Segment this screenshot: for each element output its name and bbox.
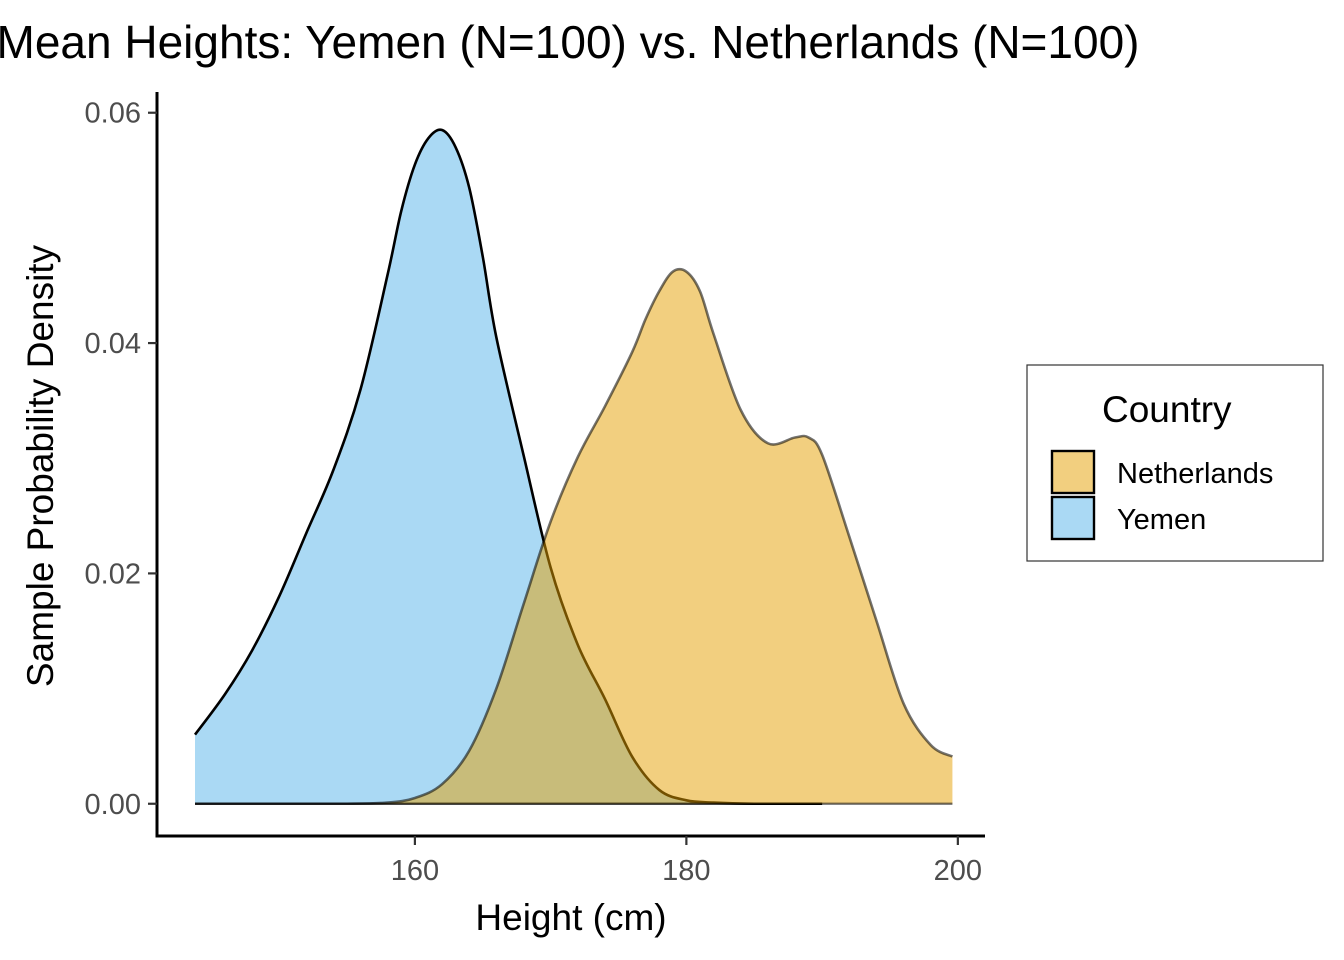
x-tick-label: 160 xyxy=(391,855,439,887)
legend-key-netherlands xyxy=(1050,449,1096,495)
netherlands-density-line xyxy=(195,267,954,806)
legend-label-netherlands: Netherlands xyxy=(1117,458,1273,490)
x-tick-label: 200 xyxy=(934,855,982,887)
x-tick-label: 180 xyxy=(662,855,710,887)
chart-title: Mean Heights: Yemen (N=100) vs. Netherla… xyxy=(0,16,1139,68)
y-tick-label: 0.02 xyxy=(85,558,141,590)
legend: Country Netherlands Yemen xyxy=(1026,364,1324,562)
y-tick-label: 0.00 xyxy=(85,789,141,821)
legend-key-yemen xyxy=(1050,495,1096,541)
y-tick-label: 0.04 xyxy=(85,328,141,360)
axes: 0.00 0.02 0.04 0.06 160 180 200 xyxy=(85,92,985,887)
density-areas xyxy=(193,128,954,806)
legend-title: Country xyxy=(1102,389,1232,430)
yemen-density-area xyxy=(195,129,823,804)
y-axis-title: Sample Probability Density xyxy=(20,244,61,687)
y-tick-label: 0.06 xyxy=(85,98,141,130)
netherlands-density-area xyxy=(195,269,953,804)
legend-label-yemen: Yemen xyxy=(1117,504,1206,536)
x-axis-title: Height (cm) xyxy=(475,897,666,938)
